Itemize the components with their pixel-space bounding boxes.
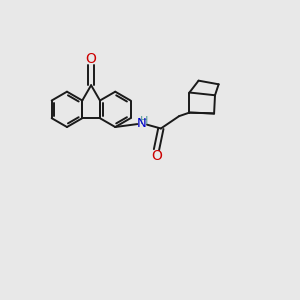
Text: O: O	[151, 149, 162, 163]
Text: O: O	[86, 52, 97, 66]
Text: H: H	[140, 116, 148, 125]
Text: N: N	[137, 117, 146, 130]
